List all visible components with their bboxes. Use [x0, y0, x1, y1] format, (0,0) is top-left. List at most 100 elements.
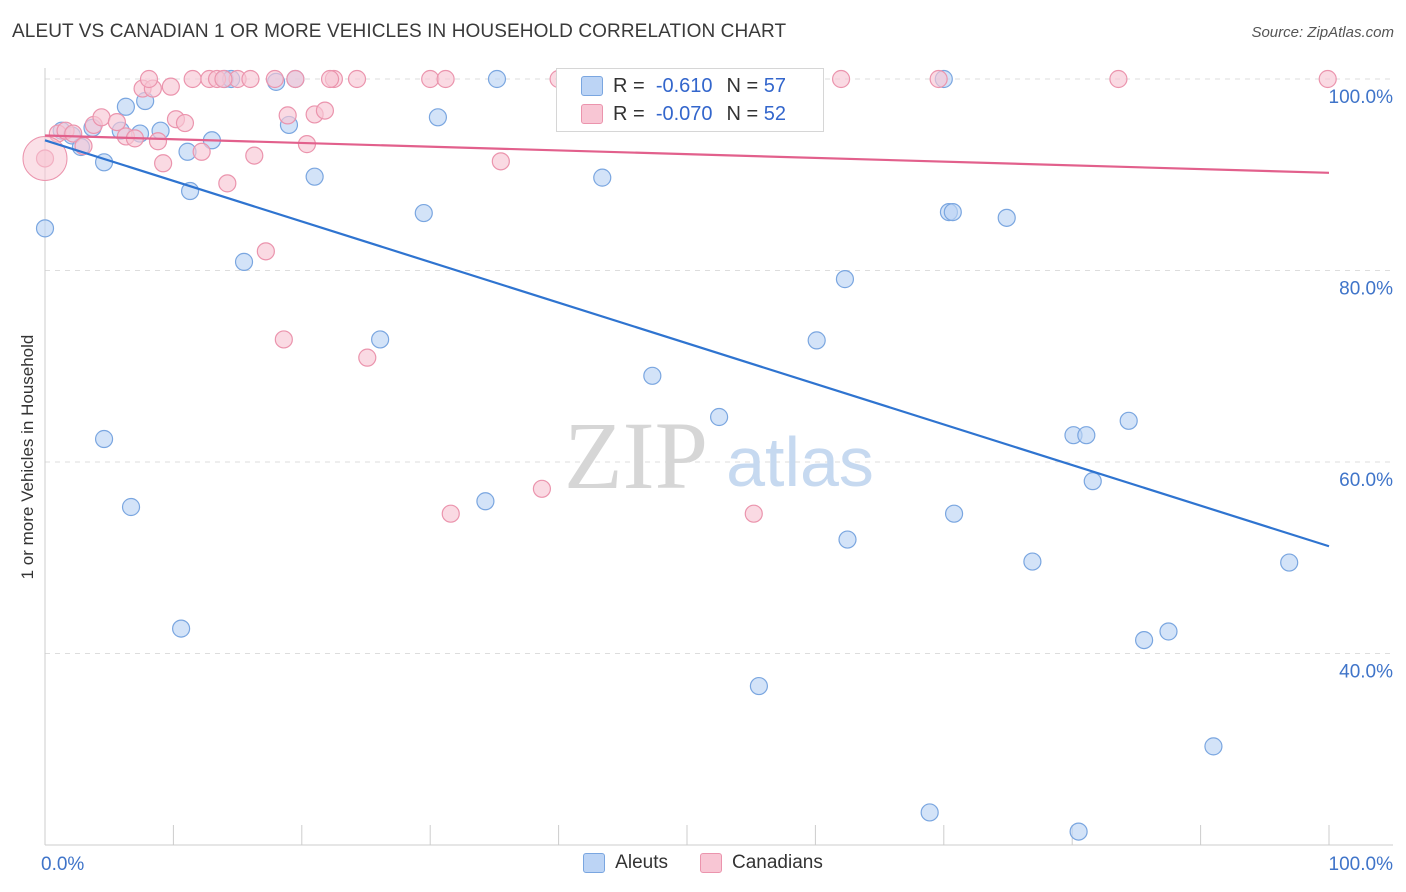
- watermark: ZIP atlas: [564, 402, 874, 509]
- aleuts-legend-swatch: [583, 853, 606, 873]
- canadians-point: [358, 348, 377, 367]
- aleuts-point: [414, 203, 433, 223]
- grid-layer: [45, 78, 1393, 654]
- legend-item-canadians: Canadians: [699, 852, 823, 874]
- source-credit: Source: ZipAtlas.com: [1251, 24, 1394, 41]
- aleuts-point: [1159, 622, 1178, 641]
- canadians-point: [1318, 69, 1337, 89]
- canadians-point: [347, 69, 367, 89]
- aleuts-legend-label: Aleuts: [615, 852, 668, 873]
- canadians-point: [1109, 69, 1128, 89]
- aleuts-point: [943, 202, 962, 222]
- canadians-legend-swatch: [699, 853, 722, 873]
- canadians-point: [831, 69, 851, 89]
- canadians-point: [214, 69, 233, 89]
- aleuts-point: [172, 619, 191, 638]
- stats-legend: R = -0.610 N = 57 R = -0.070 N = 52: [556, 68, 824, 132]
- canadians-point: [148, 132, 168, 151]
- canadians-swatch: [581, 104, 603, 124]
- aleuts-point: [838, 530, 857, 549]
- aleuts-point: [997, 208, 1016, 227]
- aleuts-point: [944, 504, 964, 523]
- aleuts-point: [305, 167, 324, 186]
- y-tick-label: 40.0%: [1339, 662, 1393, 683]
- canadians-point: [64, 124, 83, 143]
- legend-row-aleuts: R = -0.610 N = 57: [581, 73, 786, 99]
- aleuts-swatch: [581, 76, 603, 96]
- canadians-point: [107, 112, 127, 132]
- aleuts-point: [1280, 553, 1299, 572]
- canadians-point: [315, 101, 335, 120]
- aleuts-point: [1135, 630, 1154, 650]
- canadians-legend-label: Canadians: [731, 852, 823, 873]
- axes-layer: [44, 68, 1393, 846]
- canadians-point: [256, 242, 275, 261]
- canadians-point: [139, 69, 159, 89]
- aleuts-point: [1069, 822, 1088, 841]
- canadians-trend-line: [44, 134, 1330, 174]
- r-value: -0.610: [655, 74, 713, 97]
- trend-layer: [44, 134, 1330, 548]
- canadians-large-point: [22, 135, 68, 181]
- canadians-point: [92, 108, 111, 127]
- aleuts-point: [835, 270, 855, 289]
- canadians-point: [278, 106, 297, 125]
- canadians-point: [744, 504, 763, 523]
- aleuts-point: [1023, 552, 1042, 571]
- y-axis-title: 1 or more Vehicles in Household: [18, 334, 37, 580]
- canadians-point: [175, 113, 195, 133]
- canadians-point: [161, 77, 180, 96]
- aleuts-point: [749, 676, 769, 696]
- y-tick-label: 60.0%: [1339, 470, 1393, 491]
- watermark-zip: ZIP: [564, 402, 708, 509]
- canadians-point: [274, 330, 293, 349]
- canadians-point: [532, 479, 552, 498]
- canadians-point: [929, 69, 948, 89]
- aleuts-point: [121, 497, 141, 517]
- aleuts-point: [476, 492, 495, 511]
- aleuts-point: [709, 407, 729, 427]
- aleuts-point: [371, 330, 390, 349]
- n-label: N =: [726, 102, 759, 125]
- n-value: 57: [763, 74, 787, 97]
- canadians-point: [183, 69, 202, 89]
- aleuts-point: [428, 108, 448, 127]
- aleuts-point: [487, 69, 507, 89]
- legend-row-canadians: R = -0.070 N = 52: [581, 101, 786, 127]
- canadians-point: [154, 154, 173, 173]
- aleuts-point: [116, 97, 135, 116]
- n-label: N =: [726, 74, 759, 97]
- aleuts-trend-line: [44, 139, 1330, 548]
- canadians-point: [192, 142, 211, 161]
- tick-labels: 40.0% 60.0% 80.0% 100.0% 0.0% 100.0%: [41, 87, 1393, 875]
- legend-item-aleuts: Aleuts: [583, 852, 668, 874]
- aleuts-point: [234, 252, 254, 271]
- canadians-point: [320, 69, 340, 89]
- canadians-point: [491, 152, 510, 171]
- canadians-point: [241, 69, 260, 89]
- chart-title: ALEUT VS CANADIAN 1 OR MORE VEHICLES IN …: [12, 21, 787, 42]
- r-label: R =: [613, 74, 645, 97]
- canadians-point: [218, 174, 237, 193]
- aleuts-point: [807, 331, 826, 350]
- aleuts-point: [643, 366, 662, 385]
- r-label: R =: [613, 102, 645, 125]
- n-value: 52: [763, 102, 787, 125]
- aleuts-point: [94, 429, 114, 449]
- aleuts-point: [593, 168, 612, 187]
- canadians-point: [421, 69, 440, 89]
- x-tick-label-min: 0.0%: [41, 854, 84, 875]
- canadians-point: [441, 504, 460, 523]
- canadians-point: [286, 69, 305, 89]
- aleuts-point: [920, 803, 939, 822]
- aleuts-point: [1204, 737, 1223, 756]
- y-tick-label: 80.0%: [1339, 279, 1393, 300]
- aleuts-point: [1077, 426, 1096, 445]
- canadians-point: [265, 69, 284, 89]
- x-tick-label-max: 100.0%: [1329, 854, 1394, 875]
- y-tick-label: 100.0%: [1329, 87, 1394, 108]
- aleuts-point: [35, 219, 55, 238]
- canadians-point: [436, 69, 455, 89]
- aleuts-point: [1083, 472, 1102, 491]
